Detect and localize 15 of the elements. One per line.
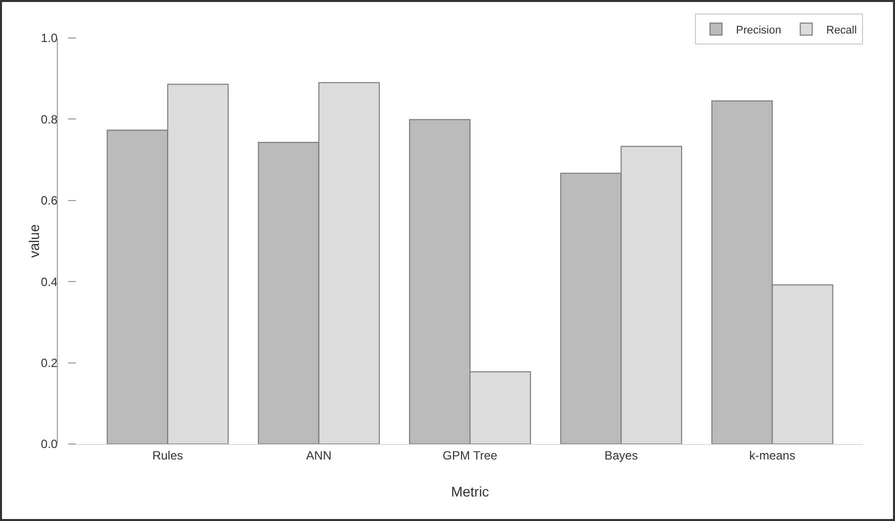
y-axis-title: value [26,224,42,258]
x-tick-label: GPM Tree [442,448,498,462]
x-tick-label: ANN [306,448,332,462]
x-axis-title: Metric [450,484,490,500]
x-tick-label: Bayes [604,448,638,462]
y-tick-label: 1.0 [40,31,58,46]
legend-label: Recall [826,24,857,36]
y-tick-label: 0.8 [40,112,58,126]
x-tick-label: k-means [749,448,796,462]
y-tick-label: 0.0 [40,437,58,452]
x-tick-label: Rules [152,448,184,462]
y-tick-label: 0.2 [40,356,58,370]
y-tick-label: 0.4 [40,274,58,289]
legend-label: Precision [736,24,782,36]
y-tick-label: 0.6 [40,194,58,208]
